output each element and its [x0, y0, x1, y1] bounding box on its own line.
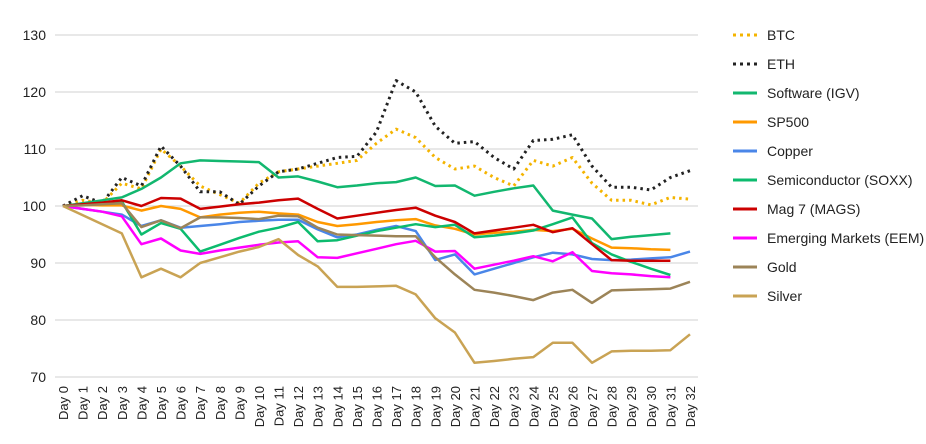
legend-label: ETH — [767, 56, 795, 72]
y-tick-label: 70 — [30, 369, 46, 385]
y-tick-label: 120 — [23, 84, 47, 100]
y-tick-label: 80 — [30, 312, 46, 328]
x-tick-label: Day 10 — [252, 386, 267, 427]
x-tick-label: Day 2 — [95, 386, 110, 420]
y-tick-label: 100 — [23, 198, 47, 214]
x-tick-label: Day 8 — [213, 386, 228, 420]
x-tick-label: Day 11 — [272, 386, 287, 426]
y-tick-label: 110 — [24, 141, 47, 157]
legend-label: Gold — [767, 259, 797, 275]
x-tick-label: Day 21 — [467, 386, 482, 427]
x-tick-label: Day 31 — [663, 386, 678, 427]
x-tick-label: Day 20 — [448, 386, 463, 427]
y-axis-ticks: 70 80 90 100 110 120 130 — [23, 27, 47, 385]
x-tick-label: Day 23 — [507, 386, 522, 427]
x-tick-label: Day 14 — [330, 386, 345, 427]
x-tick-label: Day 18 — [409, 386, 424, 427]
series-line-silver — [62, 204, 691, 365]
gridlines — [55, 34, 698, 378]
x-tick-label: Day 3 — [115, 386, 130, 420]
x-tick-label: Day 24 — [526, 386, 541, 427]
x-tick-label: Day 28 — [605, 386, 620, 427]
x-tick-label: Day 19 — [428, 386, 443, 427]
series-line-eth — [62, 79, 691, 208]
x-tick-label: Day 15 — [350, 386, 365, 427]
series-line-emerging-markets-eem — [62, 204, 671, 279]
x-tick-label: Day 17 — [389, 386, 404, 427]
x-tick-label: Day 25 — [546, 386, 561, 427]
series-line-gold — [62, 201, 691, 305]
legend-label: Mag 7 (MAGS) — [767, 201, 860, 217]
legend-label: SP500 — [767, 114, 809, 130]
x-tick-label: Day 32 — [683, 386, 698, 427]
series-line-mag-7-mags — [62, 196, 671, 262]
x-tick-label: Day 26 — [565, 386, 580, 427]
legend-label: BTC — [767, 27, 795, 43]
series-line-software-igv — [62, 159, 671, 241]
x-tick-label: Day 12 — [291, 386, 306, 427]
legend: BTC ETH Software (IGV) SP500 Copper Semicondu… — [733, 27, 924, 304]
series-lines — [62, 79, 691, 365]
x-tick-label: Day 5 — [154, 386, 169, 420]
legend-label: Emerging Markets (EEM) — [767, 230, 924, 246]
x-tick-label: Day 30 — [644, 386, 659, 427]
series-line-btc — [62, 127, 691, 208]
legend-label: Software (IGV) — [767, 85, 860, 101]
x-tick-label: Day 22 — [487, 386, 502, 427]
x-tick-label: Day 4 — [134, 386, 149, 420]
legend-label: Silver — [767, 288, 802, 304]
y-tick-label: 90 — [30, 255, 46, 271]
legend-label: Semiconductor (SOXX) — [767, 172, 913, 188]
x-tick-label: Day 6 — [174, 386, 189, 420]
x-tick-label: Day 1 — [76, 386, 91, 420]
x-tick-label: Day 7 — [193, 386, 208, 420]
x-tick-label: Day 13 — [311, 386, 326, 427]
y-tick-label: 130 — [23, 27, 47, 43]
x-tick-label: Day 9 — [232, 386, 247, 420]
x-tick-label: Day 27 — [585, 386, 600, 427]
series-line-semiconductor-soxx — [62, 200, 671, 277]
x-axis-ticks: Day 0 Day 1 Day 2 Day 3 Day 4 Day 5 Day 6 Day 7… — [56, 386, 698, 427]
x-tick-label: Day 0 — [56, 386, 71, 420]
x-tick-label: Day 29 — [624, 386, 639, 427]
legend-label: Copper — [767, 143, 813, 159]
x-tick-label: Day 16 — [370, 386, 385, 427]
